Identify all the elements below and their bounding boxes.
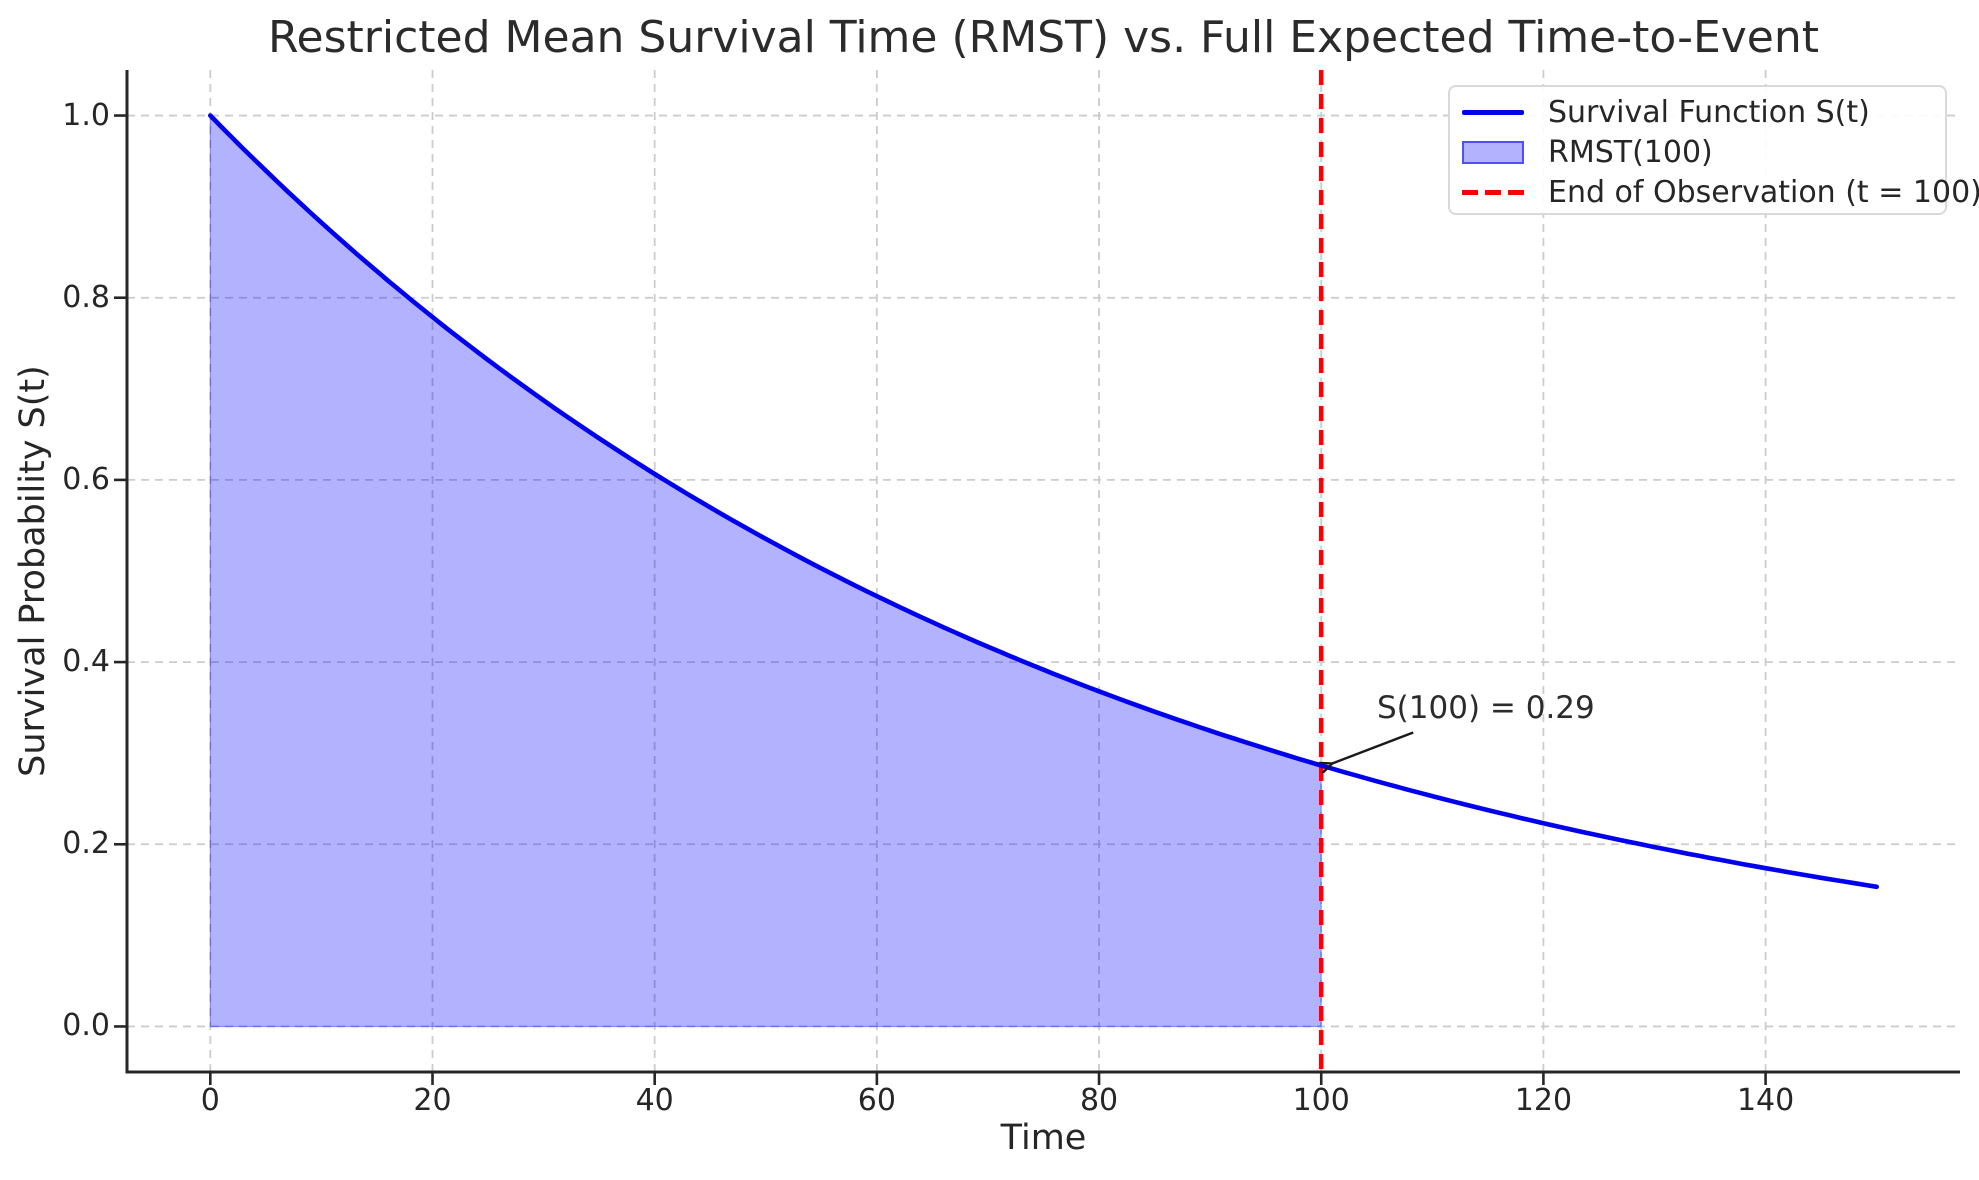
annotation-arrow bbox=[1332, 731, 1414, 763]
legend-label-end-of-observation: End of Observation (t = 100) bbox=[1548, 174, 1979, 210]
annotation-s100-label: S(100) = 0.29 bbox=[1377, 690, 1595, 726]
legend-item-rmst: RMST(100) bbox=[1462, 132, 1945, 172]
survival-curve bbox=[208, 113, 1879, 890]
y-axis-label: Survival Probability S(t) bbox=[13, 365, 53, 777]
x-tick-label-60: 60 bbox=[857, 1083, 896, 1118]
y-tick-label-0.6: 0.6 bbox=[62, 461, 110, 497]
y-tick-label-0.8: 0.8 bbox=[62, 279, 110, 315]
x-axis-label: Time bbox=[1000, 1118, 1087, 1158]
legend-solid-line-swatch bbox=[1462, 109, 1524, 115]
x-tick-label-40: 40 bbox=[635, 1083, 674, 1118]
legend-dashed-line-swatch bbox=[1462, 189, 1524, 195]
x-tick-label-20: 20 bbox=[413, 1083, 452, 1118]
y-tick-label-0.4: 0.4 bbox=[62, 643, 110, 679]
x-tick-label-0: 0 bbox=[200, 1083, 220, 1118]
legend-item-end-of-observation: End of Observation (t = 100) bbox=[1462, 172, 1979, 212]
legend-item-survival-function: Survival Function S(t) bbox=[1462, 92, 1945, 132]
x-tick-label-140: 140 bbox=[1736, 1083, 1795, 1118]
x-tick-label-80: 80 bbox=[1079, 1083, 1119, 1118]
legend-label-rmst: RMST(100) bbox=[1548, 134, 1713, 170]
x-tick-label-100: 100 bbox=[1292, 1083, 1350, 1118]
y-tick-label-0.2: 0.2 bbox=[62, 826, 110, 862]
legend-label-survival-function: Survival Function S(t) bbox=[1548, 94, 1870, 130]
y-tick-label-0.0: 0.0 bbox=[62, 1008, 110, 1044]
rmst-shaded-region bbox=[209, 114, 1322, 1028]
legend: Survival Function S(t) RMST(100) End of … bbox=[1448, 85, 1979, 215]
chart-title: Restricted Mean Survival Time (RMST) vs.… bbox=[267, 12, 1820, 63]
y-tick-label-1.0: 1.0 bbox=[62, 97, 110, 133]
x-tick-label-120: 120 bbox=[1514, 1083, 1573, 1118]
legend-patch-swatch bbox=[1462, 140, 1524, 164]
